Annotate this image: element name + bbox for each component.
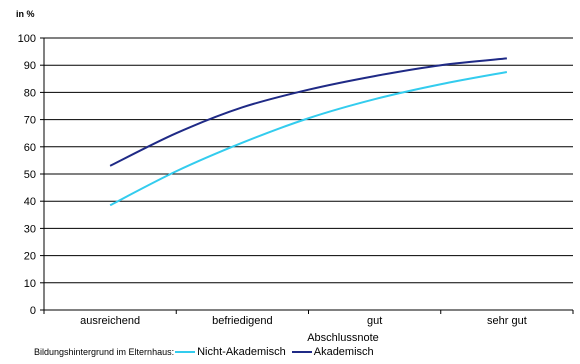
legend-swatch-nicht-akademisch bbox=[175, 351, 196, 353]
x-axis-title: Abschlussnote bbox=[307, 332, 379, 344]
y-tick-label-10: 10 bbox=[24, 278, 36, 290]
legend-label-akademisch: Akademisch bbox=[313, 346, 374, 358]
y-tick-label-60: 60 bbox=[24, 142, 36, 154]
x-tick-label-3: sehr gut bbox=[487, 315, 527, 327]
legend-title: Bildungshintergrund im Elternhaus: bbox=[34, 347, 175, 357]
series-line-1 bbox=[109, 57, 507, 167]
x-tick-label-1: befriedigend bbox=[212, 315, 273, 327]
y-tick-label-70: 70 bbox=[24, 115, 36, 127]
y-tick-label-20: 20 bbox=[24, 251, 36, 263]
legend-swatch-akademisch bbox=[291, 351, 312, 353]
x-tick-label-2: gut bbox=[367, 315, 382, 327]
x-tick-label-0: ausreichend bbox=[80, 315, 140, 327]
y-unit-label: in % bbox=[16, 9, 35, 19]
legend-label-nicht-akademisch: Nicht-Akademisch bbox=[197, 346, 286, 358]
legend-item-nicht-akademisch: Nicht-Akademisch bbox=[175, 346, 286, 358]
y-tick-label-80: 80 bbox=[24, 87, 36, 99]
y-tick-labels: 0 10 20 30 40 50 60 70 80 90 100 bbox=[18, 33, 36, 317]
y-tick-label-50: 50 bbox=[24, 169, 36, 181]
y-tick-label-40: 40 bbox=[24, 196, 36, 208]
series-lines bbox=[109, 57, 508, 207]
y-tick-label-100: 100 bbox=[18, 33, 36, 45]
y-tick-label-90: 90 bbox=[24, 60, 36, 72]
legend: Bildungshintergrund im Elternhaus: Nicht… bbox=[34, 346, 380, 358]
x-tick-labels: ausreichend befriedigend gut sehr gut bbox=[80, 315, 527, 327]
y-tick-label-0: 0 bbox=[30, 305, 36, 317]
y-tick-label-30: 30 bbox=[24, 223, 36, 235]
legend-item-akademisch: Akademisch bbox=[291, 346, 374, 358]
series-line-0 bbox=[109, 71, 508, 207]
gridlines bbox=[40, 37, 574, 314]
